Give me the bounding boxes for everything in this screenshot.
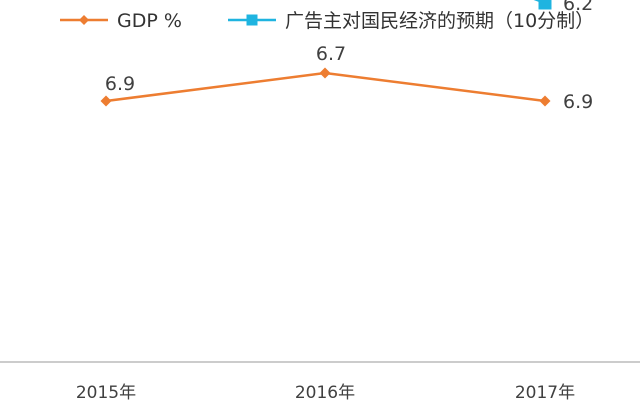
data-point-1-2 xyxy=(319,67,331,79)
data-point-1-3 xyxy=(539,95,551,107)
data-point-2-3 xyxy=(538,0,552,10)
data-label-2-3: 6.2 xyxy=(563,0,593,15)
data-label-1-1: 6.9 xyxy=(105,73,135,95)
data-point-1-1 xyxy=(100,95,112,107)
legend-marker-2 xyxy=(246,14,258,26)
series-line-2 xyxy=(533,0,546,5)
x-tick-label-3: 2017年 xyxy=(515,383,575,403)
plot-area: 6.96.76.96.15.66.2 xyxy=(100,0,593,113)
data-label-1-3: 6.9 xyxy=(563,91,593,113)
legend-marker-1 xyxy=(79,15,89,25)
legend: GDP % 广告主对国民经济的预期（10分制） xyxy=(60,10,594,32)
x-axis-ticks: 2015年 2016年 2017年 xyxy=(76,383,575,403)
x-tick-label-1: 2015年 xyxy=(76,383,136,403)
legend-label-1: GDP % xyxy=(117,10,182,32)
x-tick-label-2: 2016年 xyxy=(295,383,355,403)
legend-label-2: 广告主对国民经济的预期（10分制） xyxy=(285,10,594,32)
data-label-1-2: 6.7 xyxy=(316,43,346,65)
